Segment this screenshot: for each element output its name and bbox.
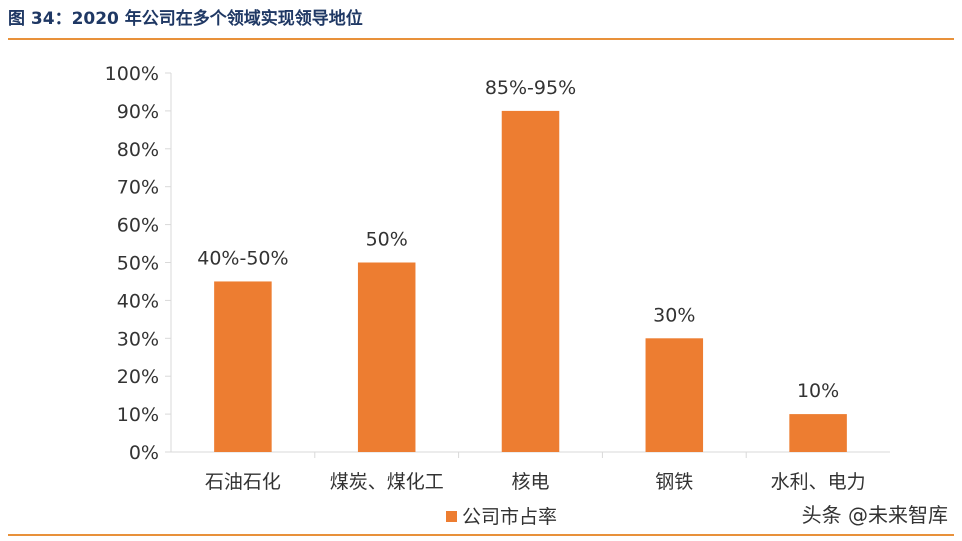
bar [214, 281, 272, 452]
category-label: 煤炭、煤化工 [330, 471, 444, 493]
bar [501, 110, 560, 453]
bottom-divider [8, 534, 954, 536]
figure-title: 图 34：2020 年公司在多个领域实现领导地位 [8, 9, 363, 29]
y-tick-label: 50% [117, 253, 159, 275]
category-label: 钢铁 [655, 471, 693, 493]
category-label: 水利、电力 [771, 471, 866, 493]
bar [789, 414, 847, 452]
y-tick-label: 10% [117, 404, 159, 426]
y-tick-label: 80% [117, 139, 159, 161]
data-label: 40%-50% [197, 247, 288, 269]
bar [645, 338, 704, 452]
y-tick-label: 0% [129, 442, 159, 464]
watermark: 头条 @未来智库 [801, 503, 948, 527]
y-tick-label: 70% [117, 177, 159, 199]
y-tick-label: 40% [117, 290, 159, 312]
y-tick-label: 60% [117, 215, 159, 237]
y-tick-label: 100% [105, 63, 159, 85]
category-label: 石油石化 [205, 471, 281, 493]
bar [357, 262, 416, 452]
data-label: 50% [366, 229, 408, 251]
data-label: 85%-95% [485, 77, 576, 99]
data-label: 10% [797, 380, 839, 402]
title-divider [8, 38, 954, 40]
y-tick-label: 90% [117, 101, 159, 123]
category-label: 核电 [511, 471, 549, 493]
legend-label: 公司市占率 [462, 506, 557, 528]
data-label: 30% [653, 304, 695, 326]
y-tick-label: 30% [117, 328, 159, 350]
legend-swatch [446, 511, 457, 522]
y-tick-label: 20% [117, 366, 159, 388]
